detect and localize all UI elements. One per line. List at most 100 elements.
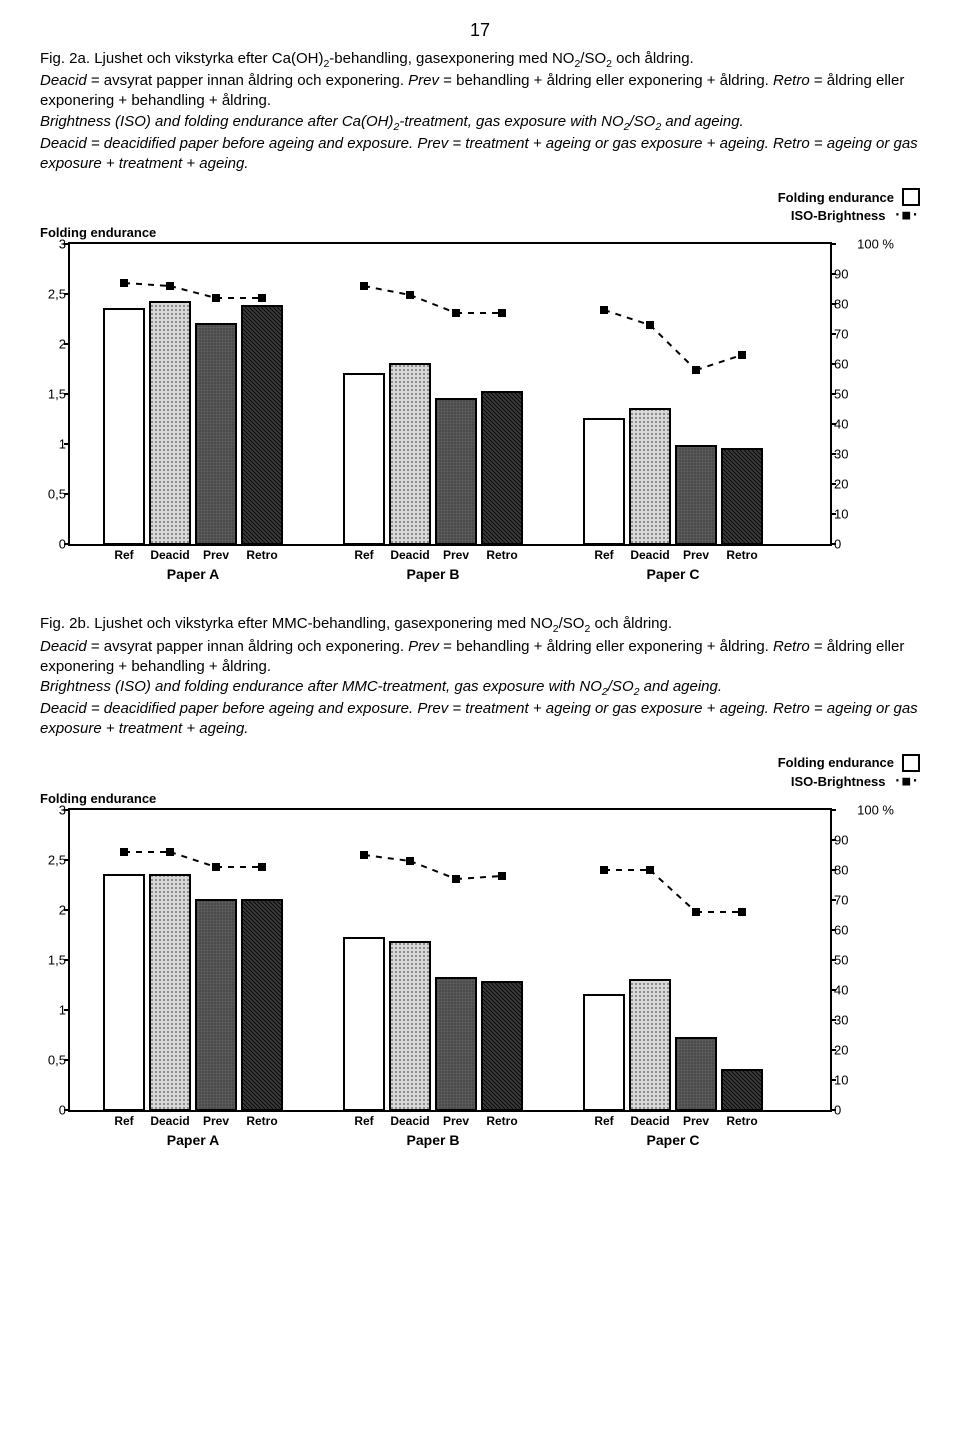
brightness-segment xyxy=(604,310,650,325)
brightness-marker xyxy=(692,908,700,916)
brightness-segment xyxy=(170,286,216,298)
ytick-left: 1 xyxy=(36,437,66,452)
x-category-label: Deacid xyxy=(630,548,669,562)
ytick-right: 10 xyxy=(834,507,866,522)
ytick-right: 80 xyxy=(834,297,866,312)
bar xyxy=(242,306,282,544)
chart-a: 00,511,522,530102030405060708090100 %Ref… xyxy=(40,242,860,594)
brightness-marker xyxy=(360,851,368,859)
brightness-segment xyxy=(364,286,410,295)
ytick-right: 70 xyxy=(834,892,866,907)
bar xyxy=(676,1038,716,1110)
bar xyxy=(722,1070,762,1110)
legend-folding-swatch-b xyxy=(902,754,920,772)
ytick-right: 0 xyxy=(834,1102,866,1117)
bar xyxy=(584,995,624,1110)
bar xyxy=(196,900,236,1110)
ytick-right: 20 xyxy=(834,1042,866,1057)
legend-iso-swatch: ·■· xyxy=(894,208,920,223)
figure-a-body: Deacid = avsyrat papper innan åldring oc… xyxy=(40,72,918,172)
x-category-label: Ref xyxy=(114,1114,133,1128)
x-category-label: Retro xyxy=(726,548,757,562)
right-axis-unit: 100 % xyxy=(857,802,894,817)
ytick-left: 2,5 xyxy=(36,852,66,867)
brightness-marker xyxy=(406,291,414,299)
ytick-right: 50 xyxy=(834,387,866,402)
bar xyxy=(584,419,624,544)
bar xyxy=(150,875,190,1110)
brightness-segment xyxy=(696,355,742,370)
chart-a-frame: 00,511,522,530102030405060708090100 %Ref… xyxy=(68,242,832,546)
bar xyxy=(482,392,522,544)
ytick-right: 90 xyxy=(834,267,866,282)
bar xyxy=(390,364,430,544)
figure-b-caption: Fig. 2b. Ljushet och vikstyrka efter MMC… xyxy=(40,614,920,739)
figure-b-title: Ljushet och vikstyrka efter MMC-behandli… xyxy=(94,615,672,632)
brightness-segment xyxy=(124,283,170,286)
ytick-right: 20 xyxy=(834,477,866,492)
brightness-marker xyxy=(166,848,174,856)
brightness-segment xyxy=(364,855,410,861)
bar xyxy=(196,324,236,544)
x-group-label: Paper B xyxy=(407,566,460,582)
chart-b: 00,511,522,530102030405060708090100 %Ref… xyxy=(40,808,860,1160)
ytick-left: 1,5 xyxy=(36,952,66,967)
x-category-label: Deacid xyxy=(390,1114,429,1128)
brightness-marker xyxy=(212,294,220,302)
brightness-marker xyxy=(498,309,506,317)
ytick-right: 40 xyxy=(834,417,866,432)
figure-a-title: Ljushet och vikstyrka efter Ca(OH)2-beha… xyxy=(94,50,694,67)
brightness-marker xyxy=(452,875,460,883)
figure-a-label: Fig. 2a. xyxy=(40,50,90,67)
brightness-marker xyxy=(212,863,220,871)
brightness-marker xyxy=(646,866,654,874)
ytick-left: 3 xyxy=(36,237,66,252)
x-category-label: Prev xyxy=(683,1114,709,1128)
legend-iso-swatch-b: ·■· xyxy=(894,774,920,789)
brightness-marker xyxy=(258,863,266,871)
brightness-marker xyxy=(498,872,506,880)
bar xyxy=(722,449,762,544)
bar xyxy=(242,900,282,1110)
brightness-marker xyxy=(258,294,266,302)
ytick-right: 80 xyxy=(834,862,866,877)
page-number: 17 xyxy=(40,20,920,41)
bar xyxy=(436,978,476,1110)
x-category-label: Retro xyxy=(486,1114,517,1128)
bar xyxy=(104,309,144,544)
right-axis-unit: 100 % xyxy=(857,237,894,252)
ytick-right: 40 xyxy=(834,982,866,997)
x-group-label: Paper C xyxy=(647,1132,700,1148)
brightness-segment xyxy=(650,870,696,912)
brightness-overlay xyxy=(70,810,830,1110)
x-category-label: Ref xyxy=(354,1114,373,1128)
x-category-label: Ref xyxy=(114,548,133,562)
x-category-label: Prev xyxy=(203,548,229,562)
ytick-right: 10 xyxy=(834,1072,866,1087)
bar xyxy=(630,409,670,544)
ytick-left: 2,5 xyxy=(36,287,66,302)
chart-b-frame: 00,511,522,530102030405060708090100 %Ref… xyxy=(68,808,832,1112)
ytick-right: 90 xyxy=(834,832,866,847)
x-category-label: Deacid xyxy=(150,1114,189,1128)
bar xyxy=(150,302,190,544)
brightness-marker xyxy=(646,321,654,329)
x-category-label: Prev xyxy=(443,548,469,562)
brightness-segment xyxy=(410,295,456,313)
x-category-label: Retro xyxy=(726,1114,757,1128)
brightness-segment xyxy=(456,876,502,879)
bar xyxy=(676,446,716,544)
legend-folding-label-b: Folding endurance xyxy=(778,755,894,770)
x-category-label: Retro xyxy=(486,548,517,562)
x-category-label: Ref xyxy=(594,548,613,562)
ytick-left: 0,5 xyxy=(36,1052,66,1067)
x-category-label: Retro xyxy=(246,1114,277,1128)
ytick-right: 30 xyxy=(834,447,866,462)
bars-layer xyxy=(70,810,830,1110)
ytick-left: 0 xyxy=(36,537,66,552)
bar xyxy=(344,374,384,544)
brightness-marker xyxy=(452,309,460,317)
left-axis-title-a: Folding endurance xyxy=(40,225,920,240)
brightness-marker xyxy=(738,908,746,916)
brightness-segment xyxy=(410,861,456,879)
